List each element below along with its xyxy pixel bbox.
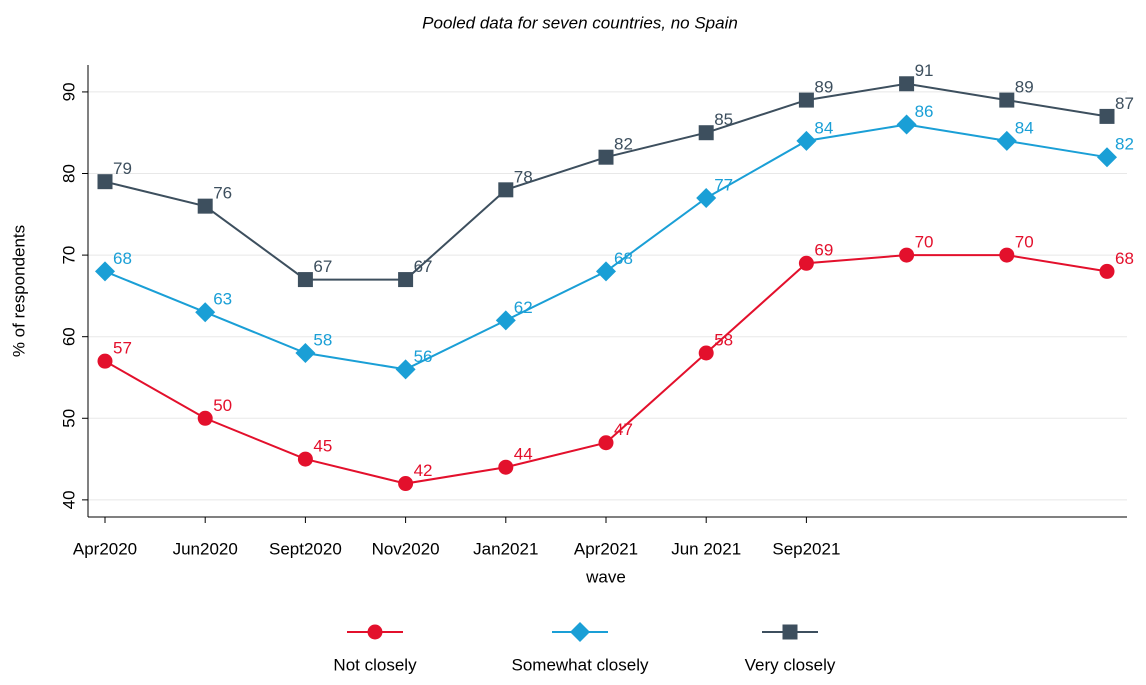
y-axis-label: % of respondents	[9, 225, 28, 357]
marker	[796, 130, 817, 151]
x-tick-label: Sep2021	[772, 539, 840, 558]
legend-label: Very closely	[745, 655, 836, 674]
x-tick-label: Jan2021	[473, 539, 538, 558]
data-label: 78	[514, 167, 533, 186]
data-label: 69	[814, 241, 833, 260]
marker	[97, 353, 113, 369]
data-label: 50	[213, 396, 232, 415]
y-tick-label: 70	[59, 246, 78, 265]
x-axis-label: wave	[585, 567, 626, 586]
data-label: 56	[414, 347, 433, 366]
y-tick-label: 50	[59, 409, 78, 428]
data-label: 79	[113, 159, 132, 178]
x-tick-label: Apr2020	[73, 539, 137, 558]
y-tick-label: 40	[59, 490, 78, 509]
data-label: 87	[1115, 94, 1134, 113]
x-tick-label: Sept2020	[269, 539, 342, 558]
marker	[698, 125, 714, 141]
marker	[999, 247, 1015, 263]
chart-title: Pooled data for seven countries, no Spai…	[422, 13, 738, 32]
marker	[696, 187, 717, 208]
data-label: 57	[113, 339, 132, 358]
data-label: 58	[313, 330, 332, 349]
marker	[197, 198, 213, 214]
marker	[197, 410, 213, 426]
y-tick-label: 60	[59, 327, 78, 346]
data-label: 86	[915, 102, 934, 121]
marker	[996, 130, 1017, 151]
data-label: 70	[915, 233, 934, 252]
data-label: 45	[313, 437, 332, 456]
y-tick-label: 90	[59, 82, 78, 101]
marker	[698, 345, 714, 361]
marker	[498, 182, 514, 198]
x-tick-label: Jun2020	[173, 539, 238, 558]
marker	[899, 247, 915, 263]
marker	[495, 310, 516, 331]
marker	[570, 622, 590, 642]
data-label: 85	[714, 110, 733, 129]
marker	[798, 255, 814, 271]
data-label: 58	[714, 330, 733, 349]
marker	[598, 149, 614, 165]
marker	[398, 272, 414, 288]
data-label: 47	[614, 420, 633, 439]
legend-label: Not closely	[333, 655, 417, 674]
marker	[596, 261, 616, 282]
data-label: 63	[213, 290, 232, 309]
marker	[398, 476, 414, 492]
y-tick-label: 80	[59, 164, 78, 183]
data-label: 89	[814, 78, 833, 97]
marker	[1099, 263, 1115, 279]
marker	[999, 92, 1015, 108]
marker	[899, 76, 915, 92]
marker	[1097, 147, 1117, 168]
data-label: 82	[1115, 135, 1134, 154]
data-label: 84	[1015, 118, 1034, 137]
marker	[295, 343, 316, 364]
data-label: 68	[113, 249, 132, 268]
data-label: 82	[614, 135, 633, 154]
marker	[896, 114, 917, 135]
series-line	[104, 82, 1108, 281]
data-label: 67	[414, 257, 433, 276]
marker	[798, 92, 814, 108]
marker	[782, 624, 798, 640]
marker	[598, 435, 614, 451]
data-label: 91	[915, 61, 934, 80]
marker	[498, 459, 514, 475]
data-label: 76	[213, 184, 232, 203]
marker	[297, 451, 313, 467]
data-label: 42	[414, 461, 433, 480]
marker	[97, 174, 113, 190]
marker	[195, 302, 216, 323]
data-label: 44	[514, 445, 533, 464]
x-tick-label: Jun 2021	[671, 539, 741, 558]
x-tick-label: Apr2021	[574, 539, 638, 558]
marker	[297, 272, 313, 288]
data-label: 68	[1115, 249, 1134, 268]
data-label: 70	[1015, 233, 1034, 252]
data-label: 89	[1015, 78, 1034, 97]
data-label: 68	[614, 249, 633, 268]
data-label: 77	[714, 175, 733, 194]
x-tick-label: Nov2020	[372, 539, 440, 558]
marker	[395, 359, 416, 380]
data-label: 67	[313, 257, 332, 276]
marker	[1099, 108, 1115, 124]
legend-label: Somewhat closely	[511, 655, 649, 674]
data-label: 62	[514, 298, 533, 317]
data-label: 84	[814, 118, 833, 137]
marker	[95, 261, 115, 282]
marker	[367, 624, 383, 640]
